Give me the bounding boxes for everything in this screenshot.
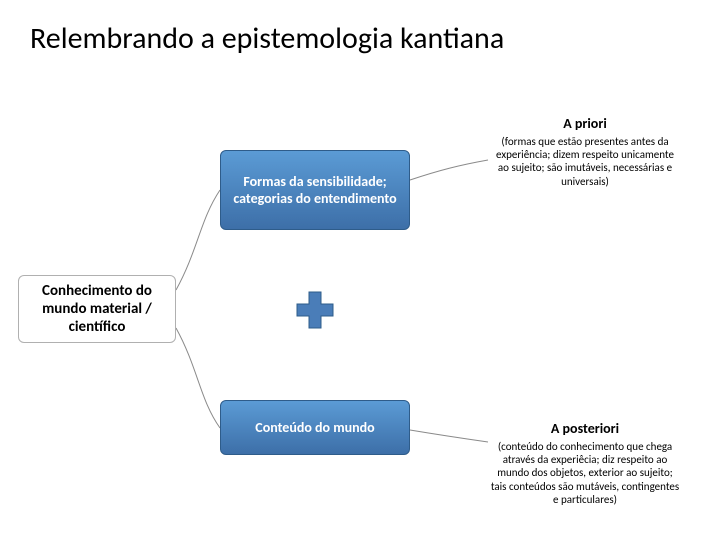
label-aposteriori-title: A posteriori [490,420,680,437]
node-conteudo-text: Conteúdo do mundo [255,419,374,436]
connector-path [176,328,220,428]
label-apriori-title: A priori [490,115,680,132]
connector-path [410,160,488,180]
node-conhecimento-text: Conhecimento do mundo material / científ… [31,282,163,336]
connector-path [410,430,488,442]
node-formas: Formas da sensibilidade; categorias do e… [220,150,410,230]
label-aposteriori-desc: (conteúdo do conhecimento que chega atra… [490,440,680,506]
plus-icon [295,290,335,330]
node-formas-text: Formas da sensibilidade; categorias do e… [233,173,397,207]
node-conteudo: Conteúdo do mundo [220,400,410,455]
label-apriori-desc: (formas que estão presentes antes da exp… [490,135,680,188]
connector-path [176,190,220,290]
node-conhecimento: Conhecimento do mundo material / científ… [18,275,176,343]
page-title: Relembrando a epistemologia kantiana [30,20,504,57]
